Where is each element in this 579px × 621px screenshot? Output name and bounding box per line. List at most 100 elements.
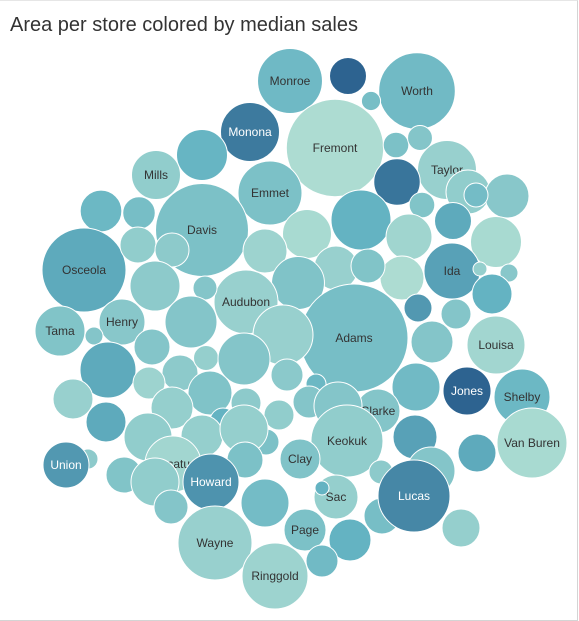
bubble-circle[interactable] (328, 518, 372, 562)
store-bubble[interactable] (52, 378, 94, 420)
store-bubble[interactable] (176, 129, 228, 181)
store-bubble[interactable]: Emmet (237, 160, 303, 226)
bubble-circle[interactable] (403, 293, 433, 323)
store-bubble[interactable] (463, 182, 489, 208)
bubble-circle[interactable] (350, 248, 386, 284)
store-bubble[interactable] (391, 362, 441, 412)
bubble-circle[interactable] (391, 362, 441, 412)
store-bubble[interactable]: Mills (131, 150, 181, 200)
store-bubble[interactable]: Keokuk (310, 404, 384, 478)
bubble-circle[interactable] (84, 326, 104, 346)
bubble-circle[interactable] (440, 298, 472, 330)
bubble-circle[interactable] (457, 433, 497, 473)
store-bubble[interactable] (407, 125, 433, 151)
store-bubble[interactable] (133, 328, 171, 366)
bubble-circle[interactable] (499, 263, 519, 283)
store-bubble[interactable]: Jones (442, 366, 492, 416)
store-bubble[interactable]: Ida (423, 242, 481, 300)
store-bubble[interactable] (242, 228, 288, 274)
bubble-circle[interactable] (283, 508, 327, 552)
store-bubble[interactable] (385, 213, 433, 261)
store-bubble[interactable] (85, 401, 127, 443)
bubble-circle[interactable] (471, 273, 513, 315)
store-bubble[interactable] (129, 260, 181, 312)
bubble-circle[interactable] (382, 131, 410, 159)
bubble-circle[interactable] (42, 441, 90, 489)
store-bubble[interactable]: Ringgold (241, 542, 309, 610)
bubble-circle[interactable] (379, 255, 425, 301)
bubble-circle[interactable] (52, 378, 94, 420)
bubble-circle[interactable] (463, 182, 489, 208)
store-bubble[interactable] (153, 489, 189, 525)
store-bubble[interactable]: Van Buren (496, 407, 568, 479)
store-bubble[interactable] (484, 173, 530, 219)
store-bubble[interactable] (119, 226, 157, 264)
bubble-circle[interactable] (441, 508, 481, 548)
store-bubble[interactable] (329, 57, 367, 95)
store-bubble[interactable] (122, 196, 156, 230)
bubble-circle[interactable] (330, 189, 392, 251)
bubble-circle[interactable] (472, 261, 488, 277)
bubble-circle[interactable] (484, 173, 530, 219)
store-bubble[interactable] (193, 345, 219, 371)
store-bubble[interactable] (457, 433, 497, 473)
bubble-circle[interactable] (133, 328, 171, 366)
bubble-circle[interactable] (373, 158, 421, 206)
bubble-circle[interactable] (279, 438, 321, 480)
bubble-circle[interactable] (442, 366, 492, 416)
store-bubble[interactable] (350, 248, 386, 284)
store-bubble[interactable]: Tama (34, 305, 86, 357)
bubble-circle[interactable] (329, 57, 367, 95)
bubble-circle[interactable] (119, 226, 157, 264)
store-bubble[interactable] (441, 508, 481, 548)
bubble-circle[interactable] (270, 358, 304, 392)
store-bubble[interactable]: Henry (98, 298, 146, 346)
store-bubble[interactable] (403, 293, 433, 323)
bubble-circle[interactable] (240, 478, 290, 528)
bubble-circle[interactable] (79, 189, 123, 233)
store-bubble[interactable]: Clay (279, 438, 321, 480)
bubble-circle[interactable] (360, 90, 382, 112)
bubble-circle[interactable] (187, 370, 233, 416)
store-bubble[interactable] (360, 90, 382, 112)
store-bubble[interactable] (471, 273, 513, 315)
store-bubble[interactable] (240, 478, 290, 528)
store-bubble[interactable] (132, 366, 166, 400)
store-bubble[interactable] (410, 320, 454, 364)
store-bubble[interactable] (472, 261, 488, 277)
bubble-circle[interactable] (153, 489, 189, 525)
bubble-circle[interactable] (410, 320, 454, 364)
bubble-circle[interactable] (407, 125, 433, 151)
store-bubble[interactable] (263, 399, 295, 431)
store-bubble[interactable] (187, 370, 233, 416)
bubble-circle[interactable] (257, 48, 323, 114)
bubble-circle[interactable] (217, 332, 271, 386)
bubble-circle[interactable] (129, 260, 181, 312)
bubble-circle[interactable] (164, 295, 218, 349)
store-bubble[interactable]: Louisa (466, 315, 526, 375)
bubble-circle[interactable] (241, 542, 309, 610)
bubble-circle[interactable] (242, 228, 288, 274)
store-bubble[interactable] (434, 202, 472, 240)
store-bubble[interactable] (314, 480, 330, 496)
bubble-circle[interactable] (377, 459, 451, 533)
store-bubble[interactable] (305, 544, 339, 578)
bubble-circle[interactable] (177, 505, 253, 581)
store-bubble[interactable] (270, 358, 304, 392)
store-bubble[interactable]: Monroe (257, 48, 323, 114)
store-bubble[interactable] (382, 131, 410, 159)
bubble-circle[interactable] (237, 160, 303, 226)
store-bubble[interactable] (373, 158, 421, 206)
store-bubble[interactable]: Wayne (177, 505, 253, 581)
bubble-circle[interactable] (466, 315, 526, 375)
bubble-circle[interactable] (193, 345, 219, 371)
store-bubble[interactable]: Worth (378, 52, 456, 130)
bubble-circle[interactable] (434, 202, 472, 240)
bubble-circle[interactable] (470, 216, 522, 268)
bubble-circle[interactable] (131, 150, 181, 200)
store-bubble[interactable] (470, 216, 522, 268)
store-bubble[interactable] (330, 189, 392, 251)
bubble-circle[interactable] (41, 227, 127, 313)
bubble-circle[interactable] (176, 129, 228, 181)
store-bubble[interactable] (328, 518, 372, 562)
